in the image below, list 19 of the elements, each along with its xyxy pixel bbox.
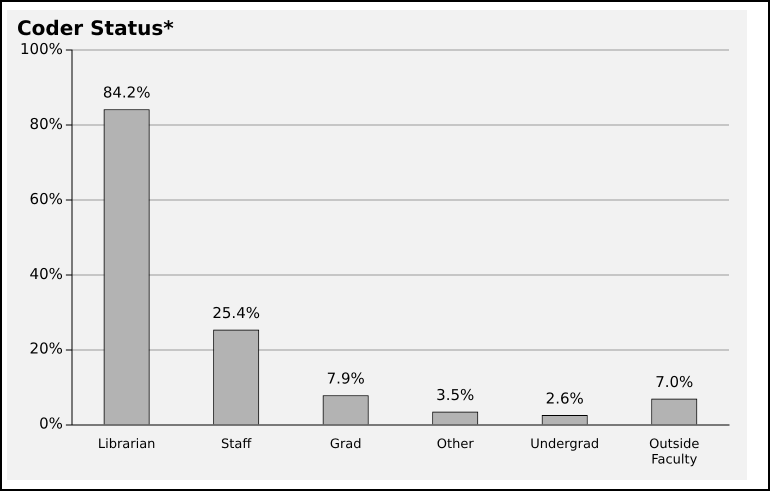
x-tick-label: Grad xyxy=(330,436,362,452)
x-tick-label: Outside Faculty xyxy=(649,436,700,468)
x-tick-label: Staff xyxy=(221,436,252,452)
y-tick-label: 60% xyxy=(30,190,63,208)
x-tick-label: Other xyxy=(436,436,474,452)
y-tick-label: 20% xyxy=(30,340,63,358)
y-tick-label: 100% xyxy=(20,40,63,58)
chart-title: Coder Status* xyxy=(17,16,174,40)
y-tick-label: 80% xyxy=(30,114,63,133)
x-tick-label: Librarian xyxy=(98,436,156,452)
y-tick-label: 40% xyxy=(30,264,63,283)
data-label: 25.4% xyxy=(212,304,260,322)
data-label: 3.5% xyxy=(436,386,474,404)
y-tick-label: 0% xyxy=(39,414,63,433)
data-label: 2.6% xyxy=(546,389,584,408)
data-label: 7.0% xyxy=(655,372,694,391)
data-label: 7.9% xyxy=(326,370,365,388)
data-label: 84.2% xyxy=(102,84,150,102)
x-tick-label: Undergrad xyxy=(530,436,600,452)
